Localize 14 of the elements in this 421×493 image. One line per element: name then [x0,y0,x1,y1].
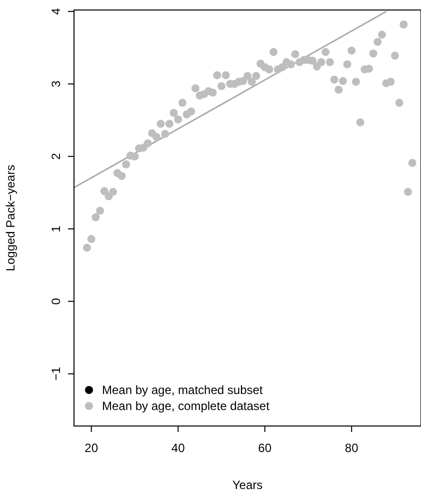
y-tick-label: 3 [49,80,63,88]
x-axis-title: Years [232,478,263,492]
y-tick-label: 1 [49,225,63,232]
legend-label: Mean by age, complete dataset [102,398,270,414]
y-axis-title: Logged Pack−years [3,164,18,272]
x-tick-label: 60 [258,441,272,455]
x-tick-label: 40 [171,441,186,455]
y-tick-label: 2 [49,152,63,160]
y-tick-label: −1 [49,366,63,381]
x-tick-label: 80 [344,441,359,455]
x-tick-label: 20 [84,441,98,455]
y-tick-label: 0 [49,298,63,305]
y-tick-label: 4 [49,8,63,15]
legend-label: Mean by age, matched subset [102,382,263,398]
